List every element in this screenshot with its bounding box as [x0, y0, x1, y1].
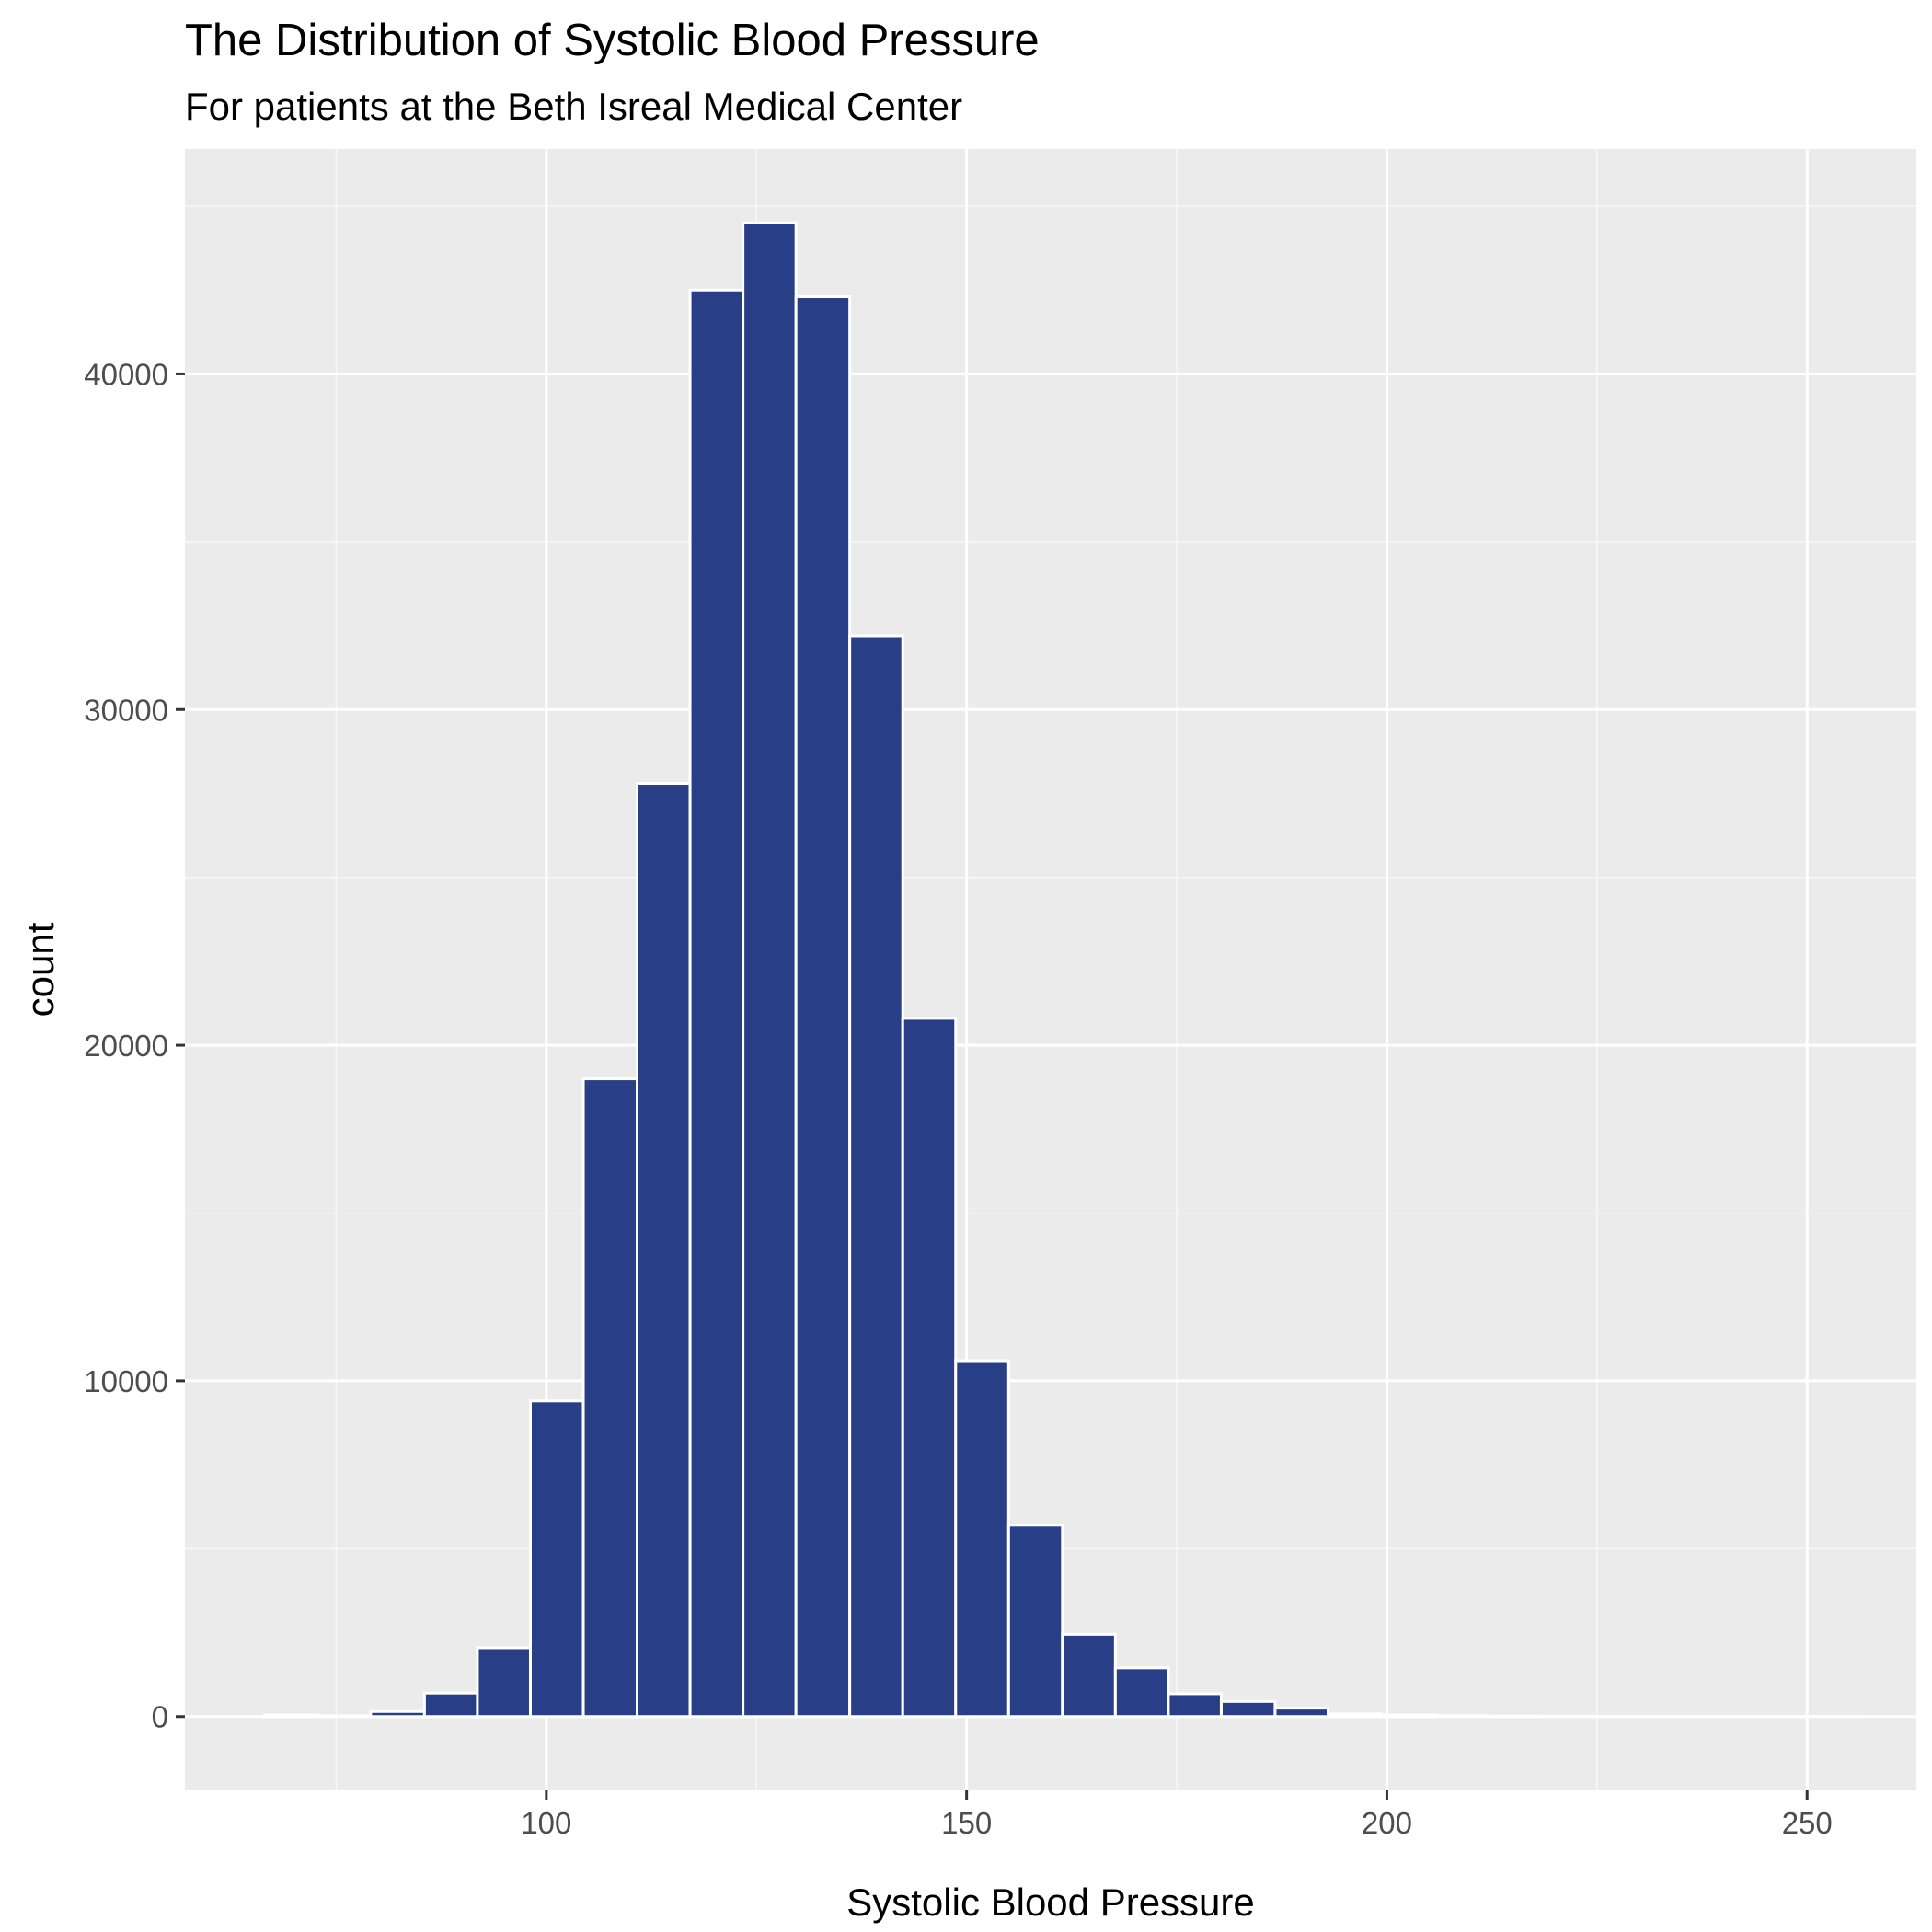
histogram-bars: [263, 221, 1861, 1719]
histogram-bar: [263, 1713, 319, 1719]
chart-title: The Distribution of Systolic Blood Press…: [185, 16, 1040, 65]
histogram-bar: [636, 782, 692, 1719]
histogram-bar: [954, 1359, 1010, 1719]
histogram-bar: [742, 221, 798, 1719]
histogram-bar: [901, 1017, 958, 1719]
x-axis-title: Systolic Blood Pressure: [846, 1880, 1255, 1924]
histogram-bar: [1113, 1666, 1170, 1719]
histogram-bar: [688, 288, 745, 1719]
x-axis: 100 150 200 250: [521, 1790, 1833, 1840]
y-tick-label: 30000: [84, 693, 168, 727]
x-tick-label: 100: [521, 1806, 571, 1840]
y-tick-label: 40000: [84, 357, 168, 391]
histogram-bar: [1219, 1699, 1277, 1719]
histogram-bar: [422, 1691, 479, 1719]
x-tick-label: 200: [1362, 1806, 1412, 1840]
histogram-bar: [1432, 1714, 1489, 1719]
x-tick-label: 150: [941, 1806, 992, 1840]
histogram-bar: [1061, 1632, 1117, 1719]
histogram-bar: [848, 634, 904, 1719]
histogram-bar: [1273, 1707, 1329, 1719]
y-tick-label: 0: [152, 1700, 168, 1734]
histogram-bar: [581, 1077, 639, 1719]
histogram-bar: [1167, 1692, 1223, 1719]
histogram-bar: [316, 1714, 373, 1719]
histogram-bar: [369, 1709, 426, 1719]
y-axis-title: count: [18, 922, 62, 1017]
histogram-bar: [1486, 1714, 1543, 1719]
y-axis: 0 10000 20000 30000 40000: [84, 357, 185, 1734]
histogram-bar: [476, 1646, 532, 1719]
y-tick-label: 20000: [84, 1029, 168, 1063]
histogram-bar: [1379, 1713, 1436, 1719]
plot-panel: [185, 149, 1916, 1790]
histogram-bar: [794, 295, 852, 1719]
chart-subtitle: For patients at the Beth Isreal Medical …: [185, 85, 962, 128]
histogram-bar: [1006, 1524, 1064, 1719]
y-tick-label: 10000: [84, 1364, 168, 1398]
histogram-bar: [528, 1399, 585, 1719]
histogram-bar: [1326, 1712, 1383, 1719]
x-tick-label: 250: [1782, 1806, 1833, 1840]
